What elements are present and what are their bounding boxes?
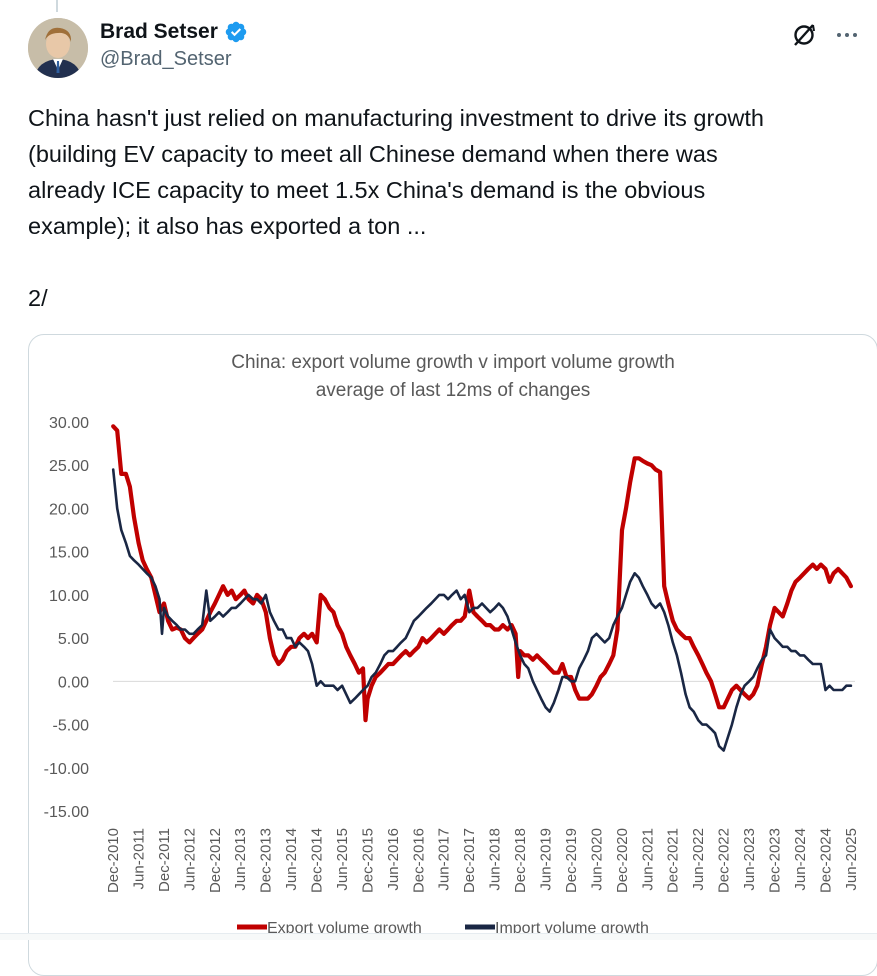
author-block: Brad Setser @Brad_Setser (100, 20, 248, 71)
x-tick-label: Dec-2011 (156, 828, 173, 892)
chart-legend: Export volume growth Import volume growth (237, 920, 649, 937)
avatar-photo (28, 18, 88, 78)
x-tick-label: Dec-2015 (359, 828, 376, 893)
post-media-chart[interactable]: China: export volume growth v import vol… (28, 334, 877, 976)
post-top-actions (791, 22, 859, 53)
legend-label: Import volume growth (495, 920, 649, 937)
x-tick-label: Dec-2024 (817, 828, 834, 893)
x-tick-label: Jun-2016 (385, 828, 402, 891)
post-text-line: already ICE capacity to meet 1.5x China'… (28, 177, 706, 203)
y-tick-label: 0.00 (58, 674, 89, 691)
thread-marker: 2/ (28, 285, 48, 311)
x-tick-label: Dec-2023 (766, 828, 783, 893)
x-tick-label: Dec-2021 (665, 828, 682, 893)
timeline-divider (0, 933, 877, 940)
avatar[interactable] (28, 18, 88, 78)
chart-svg: China: export volume growth v import vol… (44, 352, 860, 937)
series-layer (111, 424, 853, 752)
display-name[interactable]: Brad Setser (100, 20, 218, 43)
x-tick-label: Dec-2019 (563, 828, 580, 893)
export-series-line (111, 424, 853, 723)
y-tick-label: 30.00 (49, 415, 89, 432)
x-tick-label: Dec-2022 (716, 828, 733, 893)
x-tick-label: Dec-2014 (309, 828, 326, 893)
author-handle[interactable]: @Brad_Setser (100, 48, 232, 70)
y-tick-label: 15.00 (49, 545, 89, 562)
x-tick-label: Jun-2023 (741, 828, 758, 891)
x-tick-label: Dec-2013 (258, 828, 275, 893)
post-text-line: China hasn't just relied on manufacturin… (28, 105, 764, 131)
more-icon[interactable] (835, 23, 859, 52)
post-text-line: (building EV capacity to meet all Chines… (28, 141, 718, 167)
x-tick-label: Dec-2018 (512, 828, 529, 893)
x-tick-label: Dec-2012 (207, 828, 224, 893)
x-tick-label: Jun-2011 (130, 828, 147, 889)
x-axis: Dec-2010 Jun-2011 Dec-2011 Jun-2012 Dec-2012… (105, 828, 860, 893)
author-name-row[interactable]: Brad Setser (100, 20, 248, 44)
y-tick-label: 20.00 (49, 501, 89, 518)
import-series-line (111, 468, 853, 752)
x-tick-label: Jun-2022 (690, 828, 707, 891)
chart-subtitle: average of last 12ms of changes (316, 380, 591, 401)
y-tick-label: 25.00 (49, 458, 89, 475)
legend-label: Export volume growth (267, 920, 422, 937)
verified-badge-icon[interactable] (224, 20, 248, 44)
x-tick-label: Jun-2019 (537, 828, 554, 891)
x-tick-label: Dec-2010 (105, 828, 122, 893)
x-tick-label: Jun-2013 (232, 828, 249, 891)
x-tick-label: Dec-2016 (410, 828, 427, 893)
x-tick-label: Jun-2024 (792, 828, 809, 891)
x-tick-label: Jun-2012 (181, 828, 198, 891)
x-tick-label: Dec-2020 (614, 828, 631, 893)
x-tick-label: Dec-2017 (461, 828, 478, 893)
x-tick-label: Jun-2017 (436, 828, 453, 891)
x-tick-label: Jun-2021 (639, 828, 656, 891)
y-tick-label: -15.00 (44, 804, 89, 821)
y-tick-label: 10.00 (49, 588, 89, 605)
y-tick-label: 5.00 (58, 631, 89, 648)
y-tick-label: -5.00 (53, 718, 90, 735)
x-tick-label: Jun-2018 (487, 828, 504, 891)
post-text-line: example); it also has exported a ton ... (28, 213, 427, 239)
x-tick-label: Jun-2014 (283, 828, 300, 891)
grok-icon[interactable] (791, 22, 817, 53)
x-tick-label: Jun-2025 (843, 828, 860, 891)
x-tick-label: Jun-2015 (334, 828, 351, 891)
chart-title: China: export volume growth v import vol… (231, 352, 675, 373)
thread-connector (56, 0, 58, 12)
y-tick-label: -10.00 (44, 761, 89, 778)
x-tick-label: Jun-2020 (588, 828, 605, 891)
post-text: China hasn't just relied on manufacturin… (28, 100, 868, 316)
y-axis: 30.00 25.00 20.00 15.00 10.00 5.00 0.00 -5.00 -1… (44, 415, 89, 821)
